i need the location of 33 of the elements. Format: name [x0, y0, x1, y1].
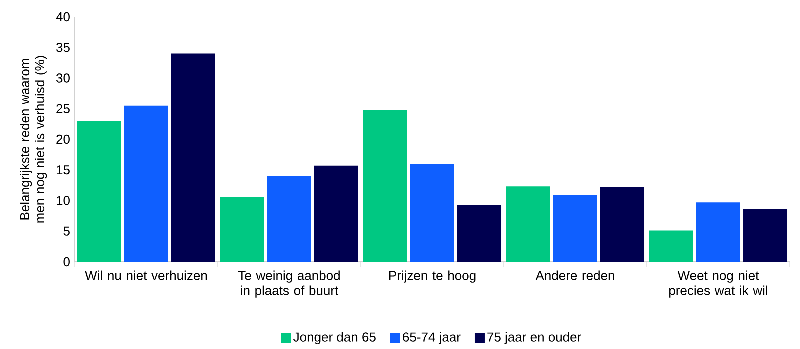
legend-label: 65-74 jaar: [403, 332, 461, 344]
bar: [172, 54, 216, 262]
x-tick-label: Prijzen te hoog: [389, 270, 476, 283]
bar: [696, 202, 741, 262]
x-tick-label: Weet nog niet precies wat ik wil: [670, 270, 768, 298]
bar: [744, 209, 788, 262]
bar: [410, 164, 454, 262]
y-tick-label: 25: [56, 104, 70, 114]
bar: [650, 230, 694, 262]
y-tick-label: 5: [64, 226, 70, 236]
bar: [220, 197, 264, 262]
y-tick-label: 0: [64, 257, 70, 267]
y-tick-label: 35: [56, 43, 70, 52]
bar: [554, 195, 598, 262]
bar: [458, 205, 502, 262]
x-tick-label: Wil nu niet verhuizen: [85, 270, 208, 280]
y-tick-label: 10: [56, 196, 70, 206]
bar: [600, 187, 645, 262]
legend-label: 75 jaar en ouder: [488, 332, 582, 344]
bar: [78, 121, 122, 262]
bar: [364, 110, 408, 262]
bar: [314, 166, 358, 262]
bar: [124, 106, 168, 262]
y-tick-label: 40: [56, 12, 70, 22]
legend-label: Jonger dan 65: [294, 332, 376, 344]
x-tick-label: Te weinig aanbod in plaats of buurt: [238, 270, 340, 298]
bar: [268, 176, 312, 262]
y-axis-title: Belangrijkste reden waarom men nog niet is verhuisd (%): [20, 56, 48, 223]
y-tick-label: 15: [56, 166, 70, 175]
y-tick-label: 30: [56, 74, 70, 83]
bar: [506, 186, 550, 262]
y-tick-label: 20: [56, 134, 70, 144]
x-tick-label: Andere reden: [536, 270, 614, 280]
